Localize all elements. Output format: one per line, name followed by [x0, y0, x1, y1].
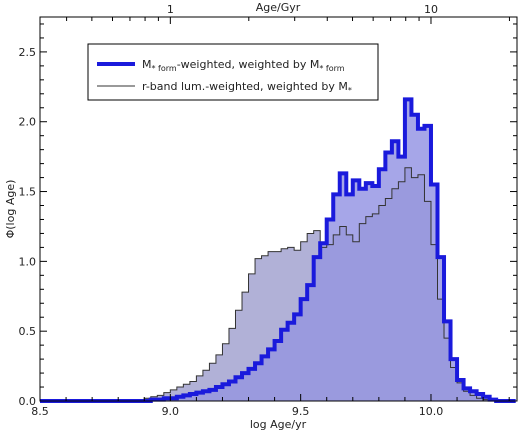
y-tick-label: 2.5 [19, 46, 37, 59]
series-1-line [40, 97, 516, 403]
overlap-fill [40, 167, 516, 401]
plot-frame [39, 16, 518, 402]
y-tick-label: 0.0 [19, 395, 37, 408]
x-tick-label: 9.5 [292, 405, 310, 418]
y-tick-label: 1.0 [19, 255, 37, 268]
histogram-outlines [40, 97, 516, 403]
y-tick-label: 1.5 [19, 186, 37, 199]
x-tick-label: 9.0 [162, 405, 180, 418]
legend: M* form-weighted, weighted by M* form r-… [87, 43, 379, 101]
top-tick-label: 1 [167, 3, 174, 16]
top-tick-label: 10 [424, 3, 438, 16]
axis-ticks: 8.5 9.0 9.5 10.0 0.0 0.5 1.0 1.5 2.0 2.5 1 10 [19, 3, 517, 418]
y-axis-title: Φ(log Age) [4, 180, 17, 239]
legend-box [87, 43, 379, 101]
legend-label-series-2: r-band lum.-weighted, weighted by M* [142, 80, 352, 95]
histogram-fills [40, 99, 516, 401]
legend-label-series-1: M* form-weighted, weighted by M* form [142, 58, 345, 73]
x-tick-label: 8.5 [31, 405, 49, 418]
top-axis-title: Age/Gyr [256, 1, 301, 14]
x-axis-title: log Age/yr [250, 418, 307, 431]
x-tick-label: 10.0 [419, 405, 444, 418]
y-tick-label: 2.0 [19, 116, 37, 129]
y-tick-label: 0.5 [19, 325, 37, 338]
